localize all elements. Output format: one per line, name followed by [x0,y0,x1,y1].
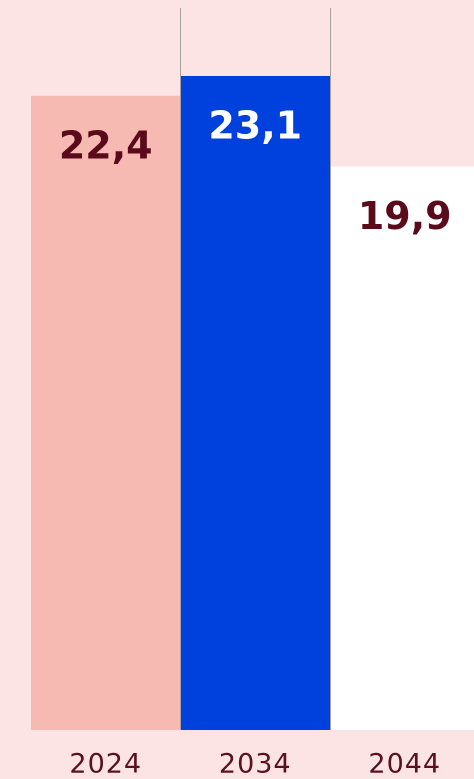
bar [180,75,330,730]
value-label: 23,1 [208,103,302,147]
bar [330,166,474,731]
x-tick-label: 2024 [69,749,142,779]
value-label: 22,4 [59,123,153,167]
value-label: 19,9 [358,194,452,238]
x-tick-label: 2034 [219,749,292,779]
x-tick-label: 2044 [368,749,441,779]
bar [31,95,181,731]
